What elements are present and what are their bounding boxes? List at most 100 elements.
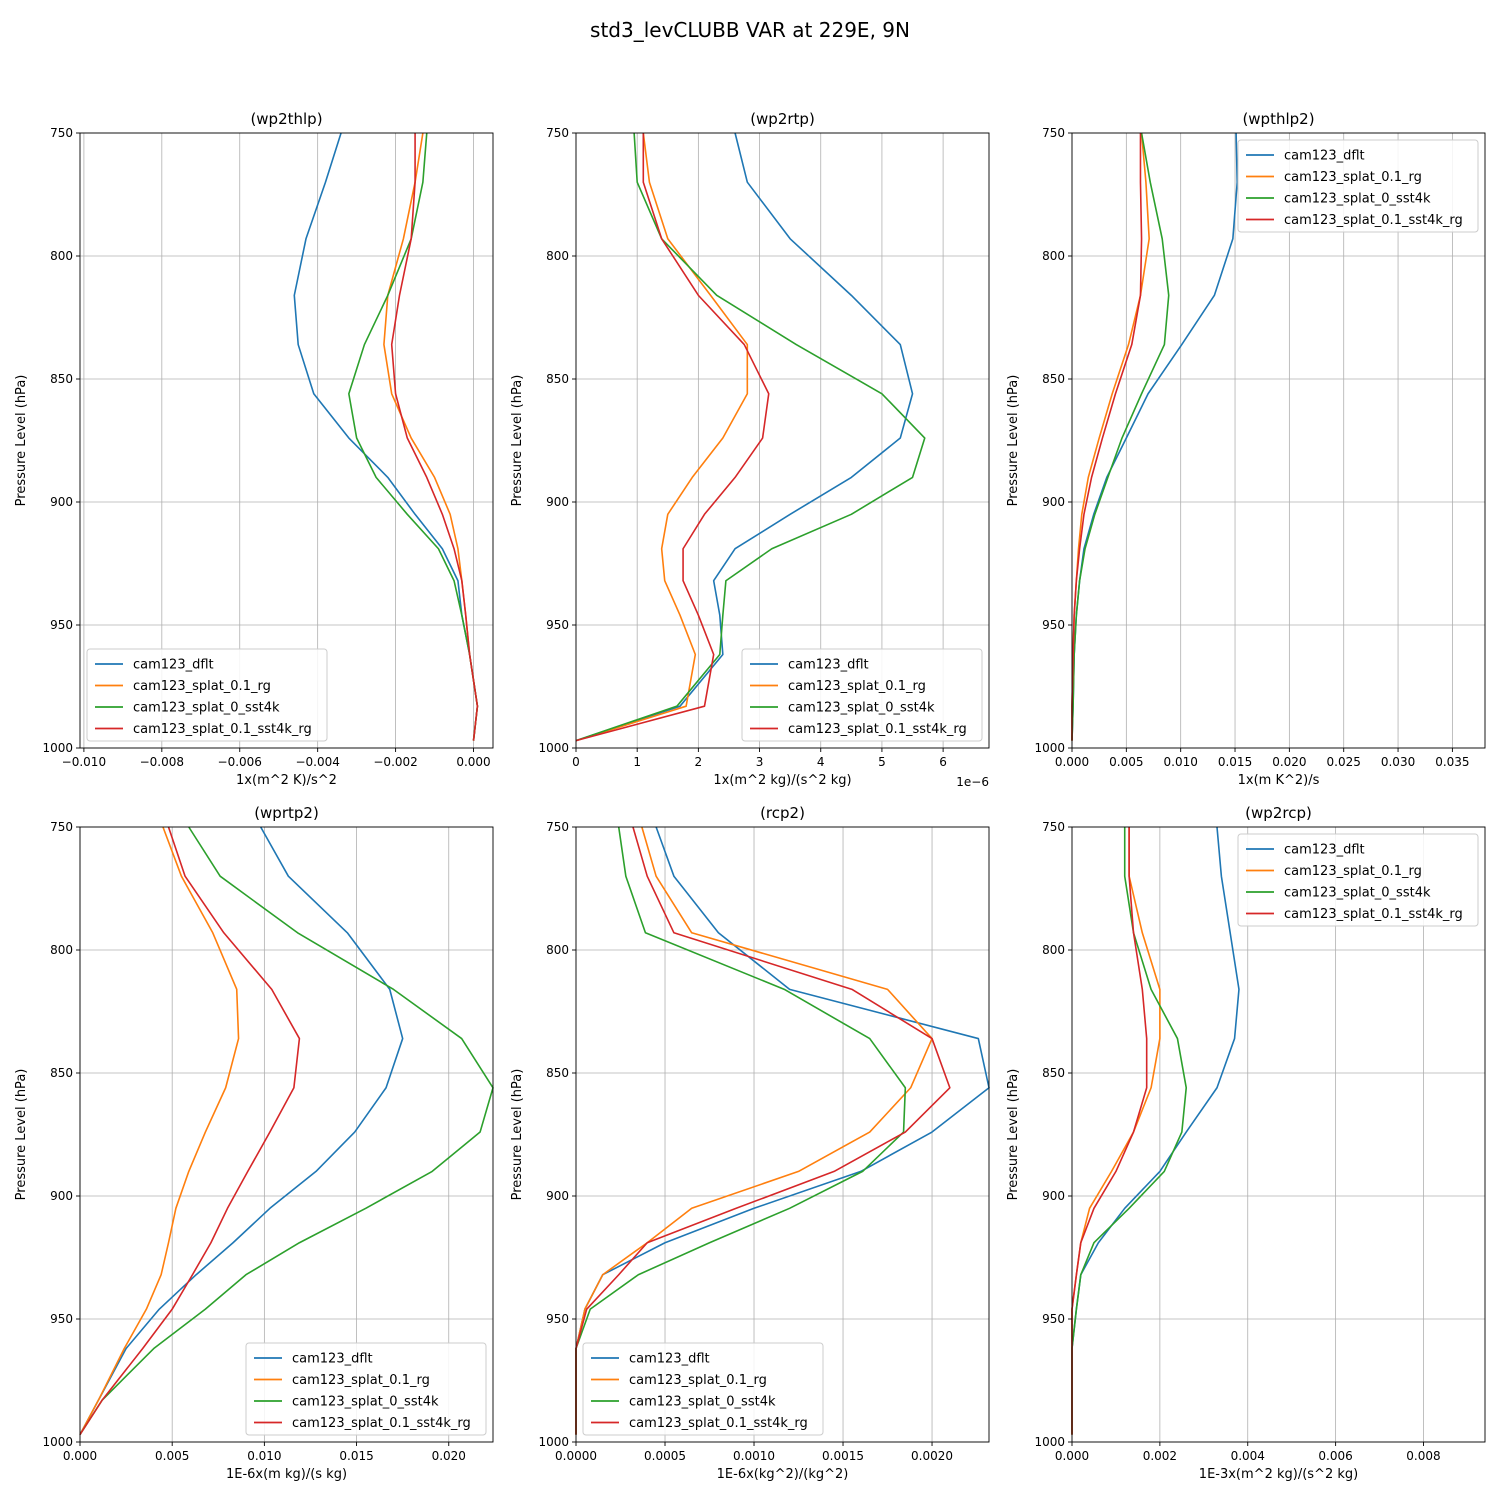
x-tick-label: 0.0015 bbox=[822, 1449, 864, 1463]
x-tick-label: 0.002 bbox=[1143, 1449, 1177, 1463]
y-tick-label: 950 bbox=[1042, 618, 1065, 632]
y-tick-label: 1000 bbox=[1034, 741, 1065, 755]
y-tick-label: 850 bbox=[50, 1066, 73, 1080]
y-tick-label: 950 bbox=[50, 1312, 73, 1326]
x-tick-label: −0.010 bbox=[62, 755, 106, 769]
x-tick-label: 0.000 bbox=[63, 1449, 97, 1463]
y-tick-label: 900 bbox=[1042, 495, 1065, 509]
series-line-cam123_splat_0.1_sst4k_rg bbox=[575, 826, 951, 1435]
x-tick-label: 0.035 bbox=[1435, 755, 1469, 769]
legend-entry: cam123_dflt bbox=[1284, 843, 1365, 858]
x-tick-label: 0.0010 bbox=[733, 1449, 775, 1463]
y-tick-label: 850 bbox=[546, 372, 569, 386]
chart-title: (wp2rcp) bbox=[1245, 804, 1312, 822]
y-tick-label: 750 bbox=[1042, 126, 1065, 140]
x-tick-label: 1 bbox=[633, 755, 641, 769]
x-tick-label: −0.004 bbox=[295, 755, 339, 769]
chart-title: (wp2rtp) bbox=[750, 110, 815, 128]
legend: cam123_dflt cam123_splat_0.1_rg cam123_spl… bbox=[245, 1342, 487, 1436]
x-tick-label: 0.000 bbox=[1055, 755, 1089, 769]
x-tick-label: 0.0005 bbox=[644, 1449, 686, 1463]
x-axis-label: 1x(m^2 kg)/(s^2 kg) bbox=[713, 773, 851, 788]
x-tick-label: 5 bbox=[878, 755, 886, 769]
y-tick-label: 750 bbox=[1042, 820, 1065, 834]
x-tick-label: 0.006 bbox=[1318, 1449, 1352, 1463]
y-tick-label: 1000 bbox=[538, 1435, 569, 1449]
legend-entry: cam123_splat_0_sst4k bbox=[1284, 192, 1431, 207]
x-tick-label: 2 bbox=[695, 755, 703, 769]
chart-title: (wprtp2) bbox=[254, 804, 319, 822]
y-tick-label: 1000 bbox=[42, 1435, 73, 1449]
chart-title: (wpthlp2) bbox=[1242, 110, 1314, 128]
legend-entry: cam123_splat_0.1_rg bbox=[629, 1373, 767, 1388]
x-tick-label: 0.010 bbox=[1164, 755, 1198, 769]
x-tick-label: 0.015 bbox=[339, 1449, 373, 1463]
x-tick-label: 0.004 bbox=[1231, 1449, 1265, 1463]
series-line-cam123_splat_0.1_sst4k_rg bbox=[1071, 133, 1143, 741]
legend-box bbox=[741, 648, 983, 742]
y-tick-label: 950 bbox=[546, 1312, 569, 1326]
y-axis-label: Pressure Level (hPa) bbox=[14, 375, 29, 507]
chart-panel-2: 0 1 2 3 4 5 6 750 800 850 900 950 1000 (wp2rtp) 1x(m^2… bbox=[510, 110, 990, 789]
legend-entry: cam123_splat_0.1_sst4k_rg bbox=[1284, 213, 1463, 228]
x-axis-label: 1x(m^2 K)/s^2 bbox=[236, 773, 337, 788]
legend-entry: cam123_dflt bbox=[133, 658, 214, 673]
legend-box bbox=[582, 1342, 824, 1436]
y-axis-label: Pressure Level (hPa) bbox=[14, 1069, 29, 1201]
figure-title: std3_levCLUBB VAR at 229E, 9N bbox=[590, 18, 910, 42]
y-tick-label: 900 bbox=[1042, 1189, 1065, 1203]
y-tick-label: 800 bbox=[50, 249, 73, 263]
x-tick-label: −0.006 bbox=[218, 755, 262, 769]
legend-entry: cam123_splat_0.1_rg bbox=[1284, 170, 1422, 185]
plot-frame bbox=[79, 826, 494, 1443]
legend: cam123_dflt cam123_splat_0.1_rg cam123_spl… bbox=[86, 648, 328, 742]
series-line-cam123_dflt bbox=[575, 132, 914, 742]
chart-panel-5: 0.0000 0.0005 0.0010 0.0015 0.0020 750 800 850 9… bbox=[510, 804, 990, 1482]
legend-entry: cam123_splat_0_sst4k bbox=[292, 1395, 439, 1410]
y-tick-label: 850 bbox=[1042, 372, 1065, 386]
legend-entry: cam123_splat_0.1_sst4k_rg bbox=[1284, 907, 1463, 922]
y-tick-label: 900 bbox=[50, 1189, 73, 1203]
legend-entry: cam123_splat_0_sst4k bbox=[629, 1395, 776, 1410]
legend-entry: cam123_dflt bbox=[788, 658, 869, 673]
chart-panel-6: 0.000 0.002 0.004 0.006 0.008 750 800 850 900 950… bbox=[1006, 804, 1486, 1482]
x-tick-label: 0.0000 bbox=[555, 1449, 597, 1463]
y-tick-label: 750 bbox=[546, 126, 569, 140]
y-tick-label: 800 bbox=[1042, 249, 1065, 263]
y-tick-label: 950 bbox=[1042, 1312, 1065, 1326]
chart-title: (wp2thlp) bbox=[250, 110, 322, 128]
series-line-cam123_splat_0.1_sst4k_rg bbox=[575, 133, 770, 742]
y-axis-label: Pressure Level (hPa) bbox=[1006, 375, 1021, 507]
y-axis-label: Pressure Level (hPa) bbox=[510, 1069, 525, 1201]
legend-entry: cam123_splat_0.1_sst4k_rg bbox=[629, 1416, 808, 1431]
y-tick-label: 1000 bbox=[42, 741, 73, 755]
legend-entry: cam123_splat_0_sst4k bbox=[1284, 886, 1431, 901]
series-line-cam123_splat_0_sst4k bbox=[1071, 132, 1170, 741]
x-tick-label: 6 bbox=[939, 755, 947, 769]
legend-entry: cam123_splat_0.1_rg bbox=[133, 679, 271, 694]
legend-entry: cam123_splat_0.1_rg bbox=[1284, 864, 1422, 879]
plot-frame bbox=[575, 132, 990, 749]
y-tick-label: 1000 bbox=[538, 741, 569, 755]
y-tick-label: 950 bbox=[546, 618, 569, 632]
plot-frame bbox=[79, 132, 494, 749]
legend-entry: cam123_splat_0.1_sst4k_rg bbox=[292, 1416, 471, 1431]
x-tick-label: 0.020 bbox=[1272, 755, 1306, 769]
x-axis-label: 1x(m K^2)/s bbox=[1238, 773, 1320, 788]
legend: cam123_dflt cam123_splat_0.1_rg cam123_spl… bbox=[1237, 833, 1479, 927]
x-tick-label: 0.008 bbox=[1406, 1449, 1440, 1463]
x-tick-label: 0.015 bbox=[1218, 755, 1252, 769]
series-line-cam123_splat_0.1_sst4k_rg bbox=[79, 826, 301, 1436]
series-line-cam123_splat_0_sst4k bbox=[79, 826, 494, 1436]
legend-entry: cam123_dflt bbox=[1284, 149, 1365, 164]
y-tick-label: 750 bbox=[50, 820, 73, 834]
x-tick-label: −0.002 bbox=[373, 755, 417, 769]
y-axis-label: Pressure Level (hPa) bbox=[510, 375, 525, 507]
y-tick-label: 800 bbox=[546, 249, 569, 263]
x-tick-label: 3 bbox=[756, 755, 764, 769]
y-tick-label: 900 bbox=[546, 1189, 569, 1203]
x-tick-label: 0.005 bbox=[155, 1449, 189, 1463]
series-line-cam123_splat_0.1_sst4k_rg bbox=[390, 133, 479, 741]
legend: cam123_dflt cam123_splat_0.1_rg cam123_spl… bbox=[741, 648, 983, 742]
